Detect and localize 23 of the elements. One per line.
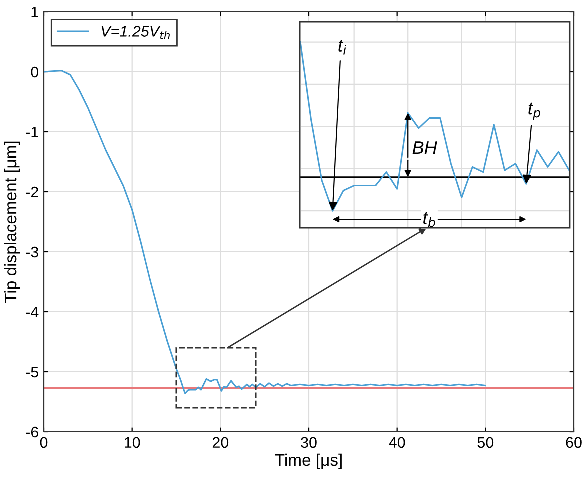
- line-series: [44, 70, 486, 394]
- annotation: BH: [412, 142, 438, 154]
- y-tick-label: 0: [31, 66, 39, 78]
- legend-label: V=1.25V$_{th}$: [102, 26, 170, 40]
- y-axis-title: Tip displacement [μm]: [4, 142, 20, 303]
- x-tick-label: 50: [478, 437, 494, 448]
- annotation: t$_{i}$: [338, 40, 347, 55]
- y-tick-label: -1: [26, 127, 38, 138]
- y-tick-label: -4: [26, 307, 39, 318]
- x-tick-label: 10: [125, 437, 140, 448]
- y-tick-label: 1: [32, 7, 38, 18]
- annotation: t$_{b}$: [424, 212, 436, 228]
- y-tick-label: -5: [26, 367, 38, 378]
- x-tick-label: 20: [212, 437, 229, 448]
- y-tick-label: -6: [26, 426, 38, 438]
- y-tick-label: -2: [26, 186, 38, 198]
- annotation: t$_{p}$: [528, 102, 541, 120]
- x-tick-label: 60: [566, 437, 582, 448]
- y-tick-label: -3: [26, 246, 38, 258]
- x-tick-label: 0: [40, 437, 48, 448]
- x-axis-title: Time [μs]: [275, 454, 342, 470]
- x-tick-label: 40: [389, 437, 406, 448]
- x-tick-label: 30: [301, 437, 317, 448]
